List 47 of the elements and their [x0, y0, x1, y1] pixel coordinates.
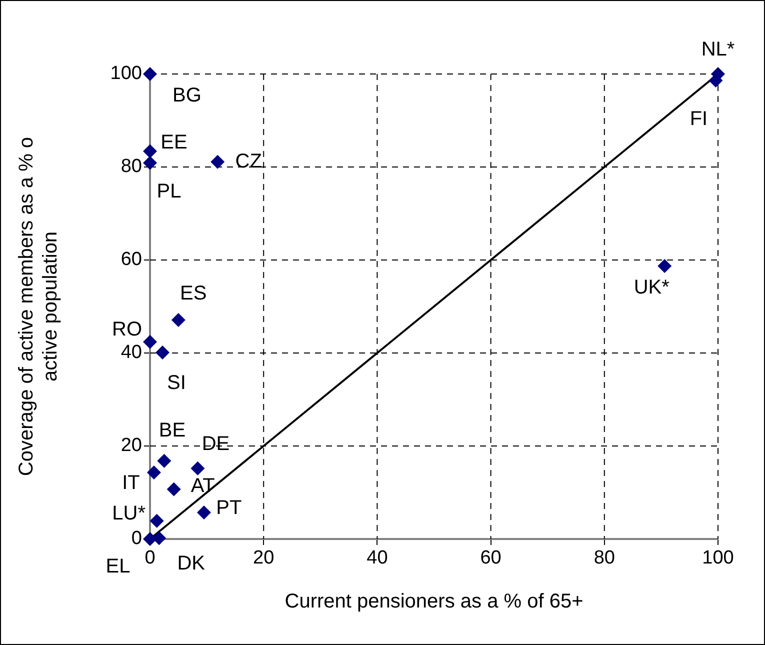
point	[658, 259, 672, 274]
y-tick-label: 0	[131, 528, 142, 550]
x-tick-label: 80	[594, 548, 615, 569]
point	[152, 531, 166, 546]
annotation: BG	[172, 84, 202, 107]
point	[171, 312, 186, 327]
annotation: AT	[190, 474, 215, 497]
point	[157, 454, 172, 468]
point	[143, 334, 157, 349]
x-tick-label: 20	[253, 548, 274, 569]
x-axis-title: Current pensioners as a % of 65+	[284, 590, 584, 613]
annotation: BE	[158, 419, 186, 442]
annotation: EL	[106, 556, 130, 578]
annotation: SI	[167, 372, 186, 394]
annotation: DK	[177, 552, 206, 575]
annotation: EE	[160, 132, 188, 154]
annotation: DE	[202, 432, 230, 455]
y-axis-title: Coverage of active members as a % o active population	[16, 136, 62, 476]
annotation: PT	[216, 497, 242, 520]
y-tick-label: 40	[120, 342, 142, 364]
annotation: UK*	[634, 276, 670, 299]
annotation: LU*	[112, 502, 146, 524]
point	[210, 154, 225, 169]
annotation: IT	[122, 472, 140, 494]
point	[146, 466, 161, 480]
annotation: NL*	[701, 38, 735, 61]
point	[143, 156, 157, 170]
annotation: FI	[690, 108, 708, 130]
x-tick-label: 40	[366, 548, 388, 569]
point	[143, 532, 157, 546]
x-tick-label: 0	[144, 548, 156, 569]
y-tick-label: 20	[120, 435, 142, 456]
annotation: ES	[180, 282, 207, 304]
point	[150, 514, 164, 528]
annotation: RO	[112, 318, 142, 340]
point	[155, 346, 170, 360]
point	[196, 505, 211, 520]
y-tick-label: 100	[110, 63, 142, 84]
point	[190, 461, 205, 476]
annotation: PL	[156, 180, 182, 202]
x-tick-label: 100	[702, 548, 734, 569]
point	[166, 482, 181, 496]
y-tick-label: 80	[120, 156, 142, 178]
point	[143, 144, 157, 158]
x-tick-label: 60	[480, 548, 502, 569]
point	[143, 67, 157, 81]
y-tick-label: 60	[120, 249, 142, 270]
